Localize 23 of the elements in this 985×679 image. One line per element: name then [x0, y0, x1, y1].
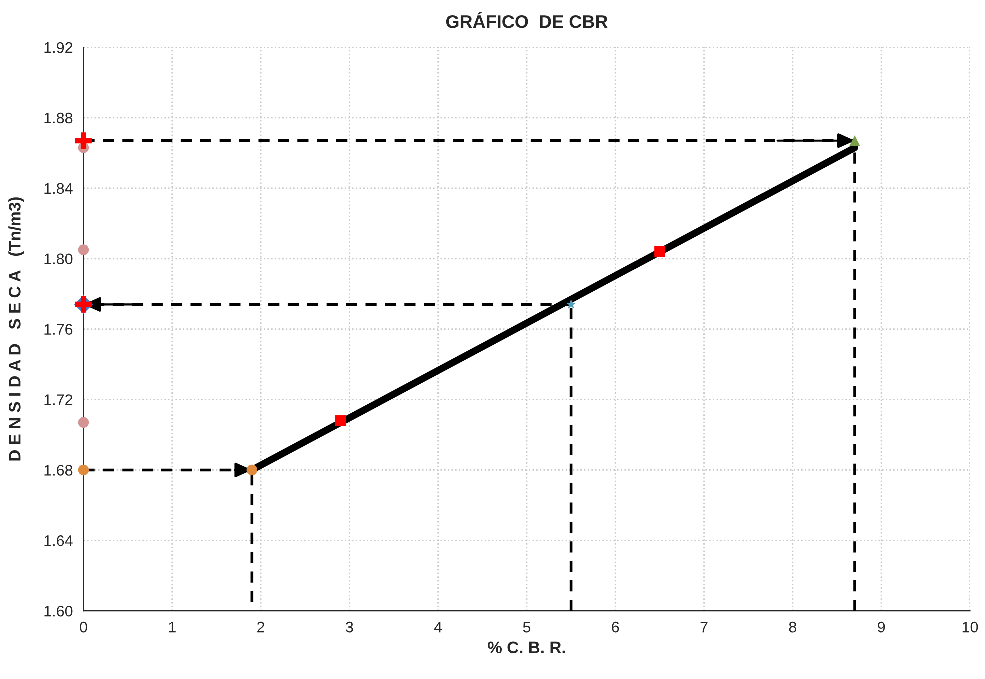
y-axis-title: D E N S I D A D S E C A (Tn/m3) — [8, 198, 24, 461]
y-tick-label: 1.84 — [44, 183, 73, 194]
x-tick-label: 1 — [169, 622, 176, 633]
x-tick-label: 3 — [346, 622, 354, 633]
chart-title: GRÁFICO DE CBR — [446, 12, 608, 28]
y-tick-label: 1.60 — [44, 606, 73, 617]
x-tick-label: 2 — [258, 622, 265, 633]
y-tick-label: 1.92 — [44, 42, 73, 54]
x-tick-label: 5 — [523, 622, 531, 633]
x-tick-label: 0 — [80, 622, 88, 633]
x-tick-label: 7 — [700, 622, 708, 633]
x-tick-label: 10 — [962, 622, 978, 633]
y-tick-label: 1.64 — [44, 536, 73, 546]
x-axis-title: % C. B. R. — [488, 642, 566, 654]
y-tick-label: 1.80 — [44, 254, 73, 265]
y-tick-label: 1.72 — [44, 394, 73, 406]
y-tick-label: 1.88 — [44, 112, 73, 124]
y-tick-label: 1.76 — [44, 324, 73, 335]
x-tick-label: 8 — [789, 622, 797, 633]
x-tick-label: 4 — [434, 622, 442, 633]
x-tick-label: 9 — [878, 622, 886, 633]
x-tick-label: 6 — [612, 622, 620, 633]
y-tick-label: 1.68 — [44, 465, 73, 476]
